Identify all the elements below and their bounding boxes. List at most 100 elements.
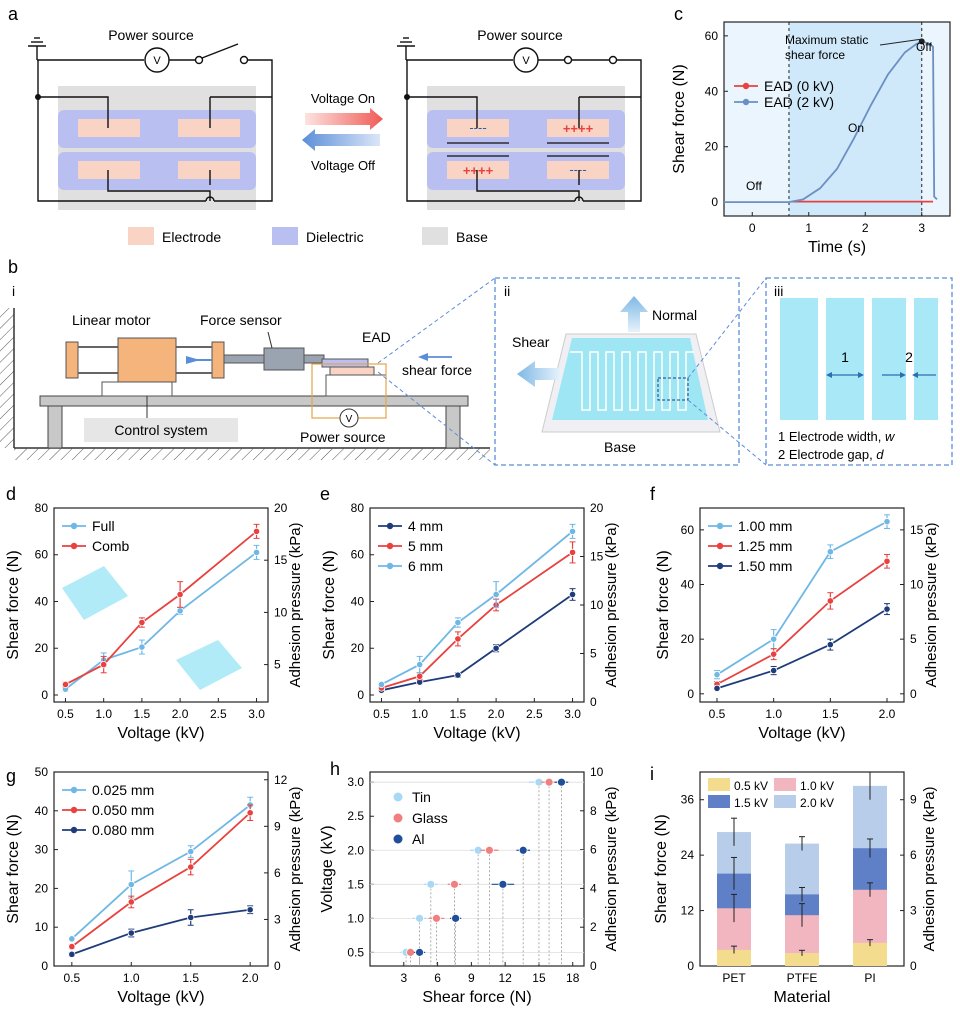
y2-tick-label: 4	[590, 881, 597, 895]
plot-frame	[53, 507, 269, 703]
x-tick-label: 15	[532, 971, 546, 985]
data-point	[454, 618, 462, 627]
normal-arrow	[620, 296, 648, 332]
voltmeter-symbol: V	[153, 55, 161, 67]
legend-entry: 0.5 kV	[734, 779, 768, 793]
electrode-width-desc: 1 Electrode width, w	[778, 429, 896, 444]
legend-entry: 0.080 mm	[92, 822, 154, 838]
force-sensor-label: Force sensor	[200, 312, 282, 328]
panel-label: f	[650, 484, 656, 504]
data-point	[68, 935, 76, 943]
voltage-off-arrow	[302, 129, 380, 151]
x-axis-label: Time (s)	[808, 239, 866, 256]
legend-marker	[70, 542, 78, 550]
data-point	[454, 635, 462, 643]
series-line-0.050-mm	[71, 812, 251, 948]
data-point-al	[415, 947, 424, 957]
legend-marker	[386, 522, 394, 530]
y2-tick-label: 10	[590, 765, 604, 779]
series-line-0.080-mm	[71, 908, 251, 956]
panel-b-ii-label: ii	[504, 283, 510, 299]
data-point	[127, 898, 135, 906]
bar-0.5-kV	[717, 949, 751, 966]
legend-entry: 5 mm	[408, 538, 443, 554]
y2-axis-label: Adhesion pressure (kPa)	[603, 522, 620, 687]
x-tick-label: 1.5	[134, 707, 151, 721]
y-axis-label: Shear force (N)	[5, 550, 22, 659]
electrode	[78, 119, 140, 137]
zoom-line	[687, 277, 767, 379]
legend-entry: 1.50 mm	[738, 558, 792, 574]
voltage-off-label: Voltage Off	[311, 158, 375, 173]
legend-entry: 0.050 mm	[92, 802, 154, 818]
data-point	[883, 518, 891, 526]
shear-label: Shear	[512, 334, 550, 350]
series-line-1.25-mm	[716, 560, 888, 686]
power-source-label: Power source	[477, 27, 563, 43]
y-tick-label: 24	[681, 848, 695, 862]
data-point	[416, 661, 424, 669]
x-tick-label: PTFE	[787, 971, 818, 985]
bar-0.5-kV	[785, 953, 819, 966]
y-tick-label: 60	[681, 523, 695, 537]
voltage-on-label: Voltage On	[311, 91, 375, 106]
chart-h: h 3 6 9 12 15 18 0.5 1.0 1.5 2.0 2.5 3.0 Shear force …	[319, 759, 620, 1006]
y-tick-label: 0	[687, 687, 694, 701]
shear-force-label: shear force	[402, 362, 472, 378]
max-pointer	[879, 38, 920, 46]
x-tick-label: 1.5	[450, 707, 467, 721]
arrow-head	[826, 372, 832, 378]
off-right-annotation: Off	[916, 40, 932, 54]
force-sensor-pointer	[267, 331, 273, 349]
data-point	[492, 590, 500, 599]
ead-stand	[325, 374, 387, 397]
legend-swatch	[774, 795, 796, 808]
data-point	[68, 950, 76, 958]
y2-axis-label: Adhesion pressure (kPa)	[287, 522, 304, 687]
x-tick-label: 6	[434, 971, 441, 985]
data-point	[252, 527, 261, 535]
x-tick-label: 2	[862, 221, 869, 235]
y-tick-label: 0	[687, 959, 694, 973]
x-tick-label: 3.0	[248, 707, 265, 721]
y2-tick-label: 6	[910, 848, 917, 862]
control-system-label: Control system	[114, 422, 207, 438]
motor-endplate	[65, 341, 79, 379]
electrode-strip	[914, 298, 938, 420]
width-number: 1	[841, 349, 849, 365]
legend-marker	[386, 542, 394, 550]
data-point-al	[451, 913, 461, 923]
y-tick-label: 2.5	[347, 809, 364, 823]
legend-base: Base	[456, 229, 488, 245]
data-point	[187, 913, 195, 922]
arrow-head	[900, 372, 906, 378]
data-point	[713, 671, 721, 679]
series-line-1.50-mm	[716, 608, 888, 690]
switch-arrows: Voltage On Voltage Off	[302, 91, 383, 173]
ead-electrode	[329, 366, 375, 376]
x-axis-label: Voltage (kV)	[758, 725, 845, 742]
y-tick-label: 20	[681, 632, 695, 646]
data-point-glass	[406, 947, 415, 957]
y2-tick-label: 6	[590, 843, 597, 857]
y-tick-label: 60	[705, 29, 719, 43]
data-point	[187, 847, 195, 856]
data-point	[100, 661, 108, 669]
panel-b-label: b	[8, 257, 18, 277]
data-point	[246, 906, 254, 914]
y2-tick-label: 10	[274, 605, 288, 619]
legend-swatch-dielectric	[272, 227, 298, 245]
x-tick-label: 0.5	[63, 971, 80, 985]
y2-tick-label: 15	[274, 553, 288, 567]
wires-right	[397, 37, 642, 202]
data-point	[377, 680, 386, 689]
legend-marker	[393, 792, 403, 802]
motor-base	[101, 381, 173, 397]
electrode	[178, 119, 240, 137]
legend-entry: Full	[92, 518, 115, 534]
electrode-gap-desc: 2 Electrode gap, d	[778, 447, 884, 462]
data-point	[187, 863, 195, 871]
wall-hatch	[0, 308, 14, 448]
